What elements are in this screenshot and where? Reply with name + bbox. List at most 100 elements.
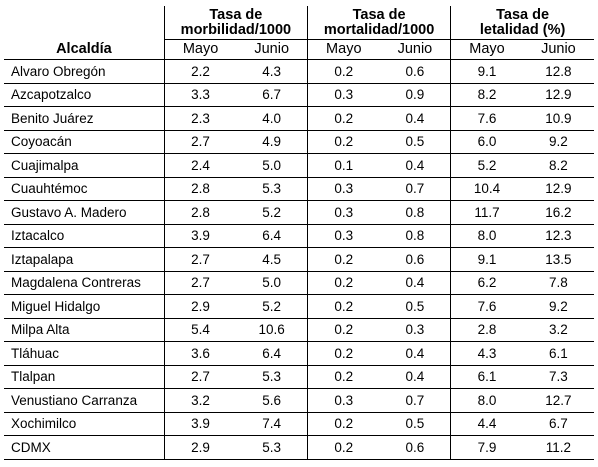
letalidad-junio-cell: 16.2 [522, 200, 594, 224]
morbilidad-mayo-cell: 3.9 [163, 411, 237, 436]
morbilidad-junio-cell: 7.4 [236, 411, 308, 436]
rates-table: Tasa de morbilidad/1000 Tasa de mortalid… [4, 6, 594, 460]
alcaldia-name-cell: Cuauhtémoc [4, 176, 165, 201]
letalidad-mayo-cell: 7.6 [450, 294, 523, 318]
table-row: Venustiano Carranza 3.2 5.6 0.3 0.7 8.0 12.7 [4, 388, 594, 412]
header-morbilidad: Tasa de morbilidad/1000 [163, 6, 308, 40]
mortalidad-mayo-cell: 0.2 [306, 247, 380, 271]
letalidad-junio-cell: 9.2 [522, 294, 594, 318]
letalidad-mayo-cell: 11.7 [450, 200, 523, 224]
alcaldia-name-cell: CDMX [4, 435, 165, 460]
mortalidad-junio-cell: 0.4 [379, 270, 451, 295]
letalidad-mayo-cell: 10.4 [450, 176, 523, 201]
mortalidad-junio-cell: 0.5 [379, 294, 451, 318]
morbilidad-mayo-cell: 2.9 [163, 294, 237, 318]
mortalidad-junio-cell: 0.6 [379, 247, 451, 271]
morbilidad-junio-cell: 4.3 [236, 59, 308, 83]
morbilidad-mayo-cell: 3.3 [163, 82, 237, 107]
letalidad-junio-cell: 12.9 [522, 82, 594, 107]
table-row: Tlalpan 2.7 5.3 0.2 0.4 6.1 7.3 [4, 364, 594, 389]
letalidad-mayo-cell: 9.1 [450, 247, 523, 271]
alcaldia-name-cell: Tláhuac [4, 341, 165, 365]
letalidad-junio-cell: 12.8 [522, 59, 594, 83]
table-row: Cuauhtémoc 2.8 5.3 0.3 0.7 10.4 12.9 [4, 176, 594, 201]
letalidad-junio-cell: 12.9 [522, 176, 594, 201]
table-row: Iztacalco 3.9 6.4 0.3 0.8 8.0 12.3 [4, 223, 594, 248]
table-row: Xochimilco 3.9 7.4 0.2 0.5 4.4 6.7 [4, 411, 594, 436]
mortalidad-junio-cell: 0.4 [379, 153, 451, 177]
morbilidad-mayo-cell: 3.9 [163, 223, 237, 248]
morbilidad-mayo-cell: 2.7 [163, 247, 237, 271]
morbilidad-junio-cell: 4.0 [236, 106, 308, 130]
letalidad-mayo-cell: 7.6 [450, 106, 523, 130]
table-row: Tláhuac 3.6 6.4 0.2 0.4 4.3 6.1 [4, 341, 594, 365]
letalidad-junio-cell: 12.3 [522, 223, 594, 248]
header-mayo-morbilidad: Mayo [163, 39, 237, 60]
letalidad-mayo-cell: 6.2 [450, 270, 523, 295]
mortalidad-mayo-cell: 0.2 [306, 364, 380, 389]
letalidad-junio-cell: 12.7 [522, 388, 594, 412]
mortalidad-mayo-cell: 0.2 [306, 411, 380, 436]
alcaldia-name-cell: Iztacalco [4, 223, 165, 248]
mortalidad-mayo-cell: 0.2 [306, 294, 380, 318]
alcaldia-name-cell: Alvaro Obregón [4, 59, 165, 83]
morbilidad-mayo-cell: 2.2 [163, 59, 237, 83]
header-morbilidad-text: Tasa de morbilidad/1000 [180, 7, 292, 38]
mortalidad-junio-cell: 0.8 [379, 223, 451, 248]
letalidad-mayo-cell: 8.0 [450, 223, 523, 248]
letalidad-mayo-cell: 4.4 [450, 411, 523, 436]
header-junio-letalidad: Junio [522, 39, 594, 60]
mortalidad-junio-cell: 0.6 [379, 59, 451, 83]
table-row: Cuajimalpa 2.4 5.0 0.1 0.4 5.2 8.2 [4, 153, 594, 177]
letalidad-junio-cell: 11.2 [522, 435, 594, 460]
letalidad-mayo-cell: 2.8 [450, 317, 523, 342]
letalidad-junio-cell: 3.2 [522, 317, 594, 342]
mortalidad-mayo-cell: 0.2 [306, 317, 380, 342]
header-letalidad: Tasa de letalidad (%) [450, 6, 594, 40]
sub-header-row: Alcaldía Mayo Junio Mayo Junio Mayo Juni… [4, 39, 594, 60]
morbilidad-mayo-cell: 5.4 [163, 317, 237, 342]
alcaldia-name-cell: Coyoacán [4, 129, 165, 154]
table-row: Magdalena Contreras 2.7 5.0 0.2 0.4 6.2 7.8 [4, 270, 594, 295]
header-junio-morbilidad: Junio [236, 39, 308, 60]
letalidad-junio-cell: 9.2 [522, 129, 594, 154]
morbilidad-junio-cell: 5.3 [236, 435, 308, 460]
table-row: Iztapalapa 2.7 4.5 0.2 0.6 9.1 13.5 [4, 247, 594, 271]
morbilidad-junio-cell: 6.4 [236, 341, 308, 365]
mortalidad-junio-cell: 0.8 [379, 200, 451, 224]
header-letalidad-text: Tasa de letalidad (%) [479, 7, 566, 38]
mortalidad-mayo-cell: 0.2 [306, 129, 380, 154]
mortalidad-mayo-cell: 0.3 [306, 176, 380, 201]
header-junio-mortalidad: Junio [379, 39, 451, 60]
letalidad-mayo-cell: 5.2 [450, 153, 523, 177]
morbilidad-junio-cell: 5.2 [236, 294, 308, 318]
letalidad-junio-cell: 13.5 [522, 247, 594, 271]
mortalidad-junio-cell: 0.6 [379, 435, 451, 460]
mortalidad-mayo-cell: 0.3 [306, 200, 380, 224]
header-mortalidad-text: Tasa de mortalidad/1000 [323, 7, 435, 38]
mortalidad-mayo-cell: 0.3 [306, 388, 380, 412]
morbilidad-junio-cell: 5.0 [236, 270, 308, 295]
mortalidad-mayo-cell: 0.1 [306, 153, 380, 177]
alcaldia-name-cell: Venustiano Carranza [4, 388, 165, 412]
table-row: Azcapotzalco 3.3 6.7 0.3 0.9 8.2 12.9 [4, 82, 594, 107]
morbilidad-mayo-cell: 2.9 [163, 435, 237, 460]
morbilidad-mayo-cell: 2.4 [163, 153, 237, 177]
alcaldia-name-cell: Azcapotzalco [4, 82, 165, 107]
letalidad-mayo-cell: 8.0 [450, 388, 523, 412]
header-mayo-mortalidad: Mayo [306, 39, 380, 60]
alcaldia-name-cell: Miguel Hidalgo [4, 294, 165, 318]
letalidad-junio-cell: 8.2 [522, 153, 594, 177]
mortalidad-junio-cell: 0.3 [379, 317, 451, 342]
table-row: Alvaro Obregón 2.2 4.3 0.2 0.6 9.1 12.8 [4, 59, 594, 83]
table-row: Coyoacán 2.7 4.9 0.2 0.5 6.0 9.2 [4, 129, 594, 154]
morbilidad-mayo-cell: 2.3 [163, 106, 237, 130]
mortalidad-mayo-cell: 0.3 [306, 82, 380, 107]
mortalidad-junio-cell: 0.4 [379, 364, 451, 389]
letalidad-mayo-cell: 4.3 [450, 341, 523, 365]
letalidad-junio-cell: 7.3 [522, 364, 594, 389]
alcaldia-name-cell: Benito Juárez [4, 106, 165, 130]
mortalidad-mayo-cell: 0.2 [306, 59, 380, 83]
alcaldia-name-cell: Cuajimalpa [4, 153, 165, 177]
group-header-row: Tasa de morbilidad/1000 Tasa de mortalid… [4, 6, 594, 40]
